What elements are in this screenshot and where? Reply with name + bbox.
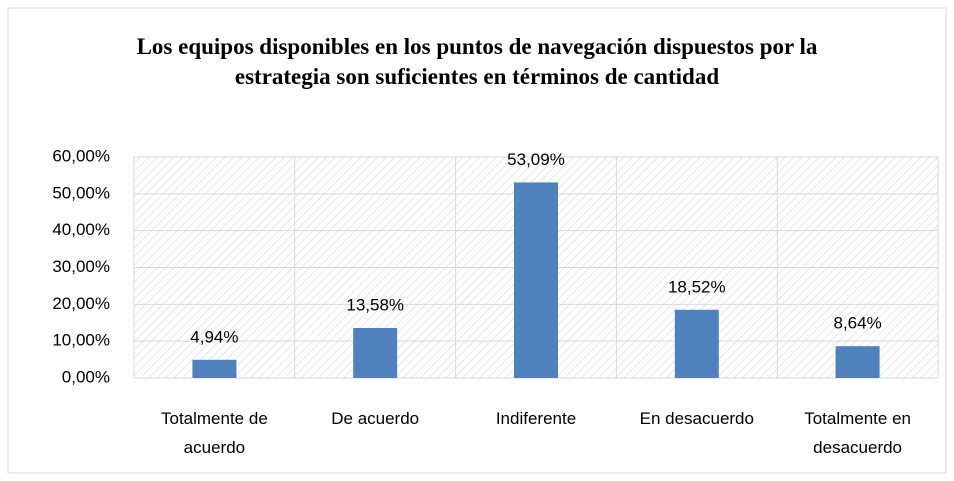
x-tick-label: Totalmente de acuerdo [160,409,268,457]
y-tick-label: 40,00% [52,220,110,239]
y-tick-label: 20,00% [52,294,110,313]
data-label: 8,64% [833,314,881,333]
bar [192,359,237,378]
bar [835,346,880,378]
y-tick-label: 10,00% [52,331,110,350]
y-tick-label: 30,00% [52,257,110,276]
data-label: 13,58% [346,295,404,314]
bar [514,182,558,378]
bar [674,309,719,378]
data-label: 4,94% [190,327,238,346]
x-tick-label: Totalmente en desacuerdo [804,409,911,457]
data-label: 53,09% [507,150,565,169]
x-tick-label: En desacuerdo [639,409,754,428]
y-tick-label: 60,00% [52,146,110,165]
y-tick-label: 0,00% [62,367,110,386]
chart-title: Los equipos disponibles en los puntos de… [136,34,818,89]
data-label: 18,52% [668,277,726,296]
x-tick-label: Indiferente [495,409,577,428]
bar [353,327,398,378]
y-tick-label: 50,00% [52,183,110,202]
x-tick-label: De acuerdo [331,409,420,428]
